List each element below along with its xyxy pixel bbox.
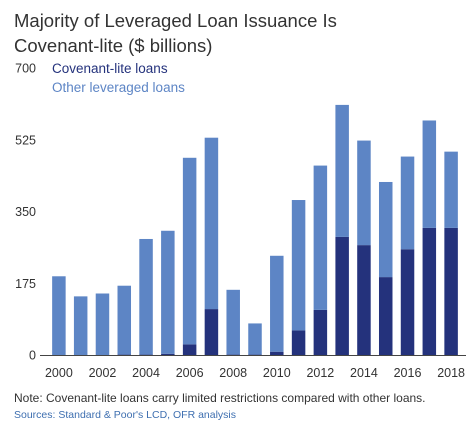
chart-note: Note: Covenant-lite loans carry limited … [14, 391, 426, 405]
bar-other-2009 [248, 323, 262, 355]
bar-other-2017 [422, 120, 437, 228]
y-tick-label-0: 0 [29, 349, 36, 363]
x-tick-label-2014: 2014 [350, 366, 378, 380]
legend-covenant-lite: Covenant-lite loans [52, 61, 168, 76]
bar-covenant-lite-2010 [270, 351, 284, 355]
bar-covenant-lite-2005 [161, 353, 175, 355]
bar-other-2006 [182, 157, 197, 345]
bar-covenant-lite-2014 [357, 245, 371, 355]
bar-covenant-lite-2018 [444, 227, 458, 355]
x-tick-label-2010: 2010 [263, 366, 291, 380]
chart-source: Sources: Standard & Poor's LCD, OFR anal… [14, 409, 237, 421]
bar-other-2018 [444, 151, 458, 228]
bar-covenant-lite-2016 [400, 249, 415, 355]
bar-other-2016 [400, 156, 415, 250]
bar-other-2014 [357, 140, 371, 246]
bar-other-2012 [313, 165, 328, 310]
bar-other-2001 [73, 296, 88, 355]
chart-title-line-2: Covenant-lite ($ billions) [14, 35, 213, 56]
x-tick-label-2004: 2004 [132, 366, 160, 380]
chart-title: Majority of Leveraged Loan Issuance Is C… [14, 8, 464, 58]
chart-title-line-1: Majority of Leveraged Loan Issuance Is [14, 10, 337, 31]
y-tick-label-525: 525 [15, 133, 36, 147]
x-tick-label-2018: 2018 [437, 366, 465, 380]
bar-covenant-lite-2006 [182, 344, 197, 355]
x-tick-label-2012: 2012 [306, 366, 334, 380]
y-tick-label-350: 350 [15, 205, 36, 219]
bar-other-2002 [95, 293, 110, 355]
bar-covenant-lite-2007 [204, 309, 219, 355]
bar-other-2007 [204, 137, 219, 310]
bar-other-2008 [226, 289, 240, 355]
x-tick-label-2002: 2002 [89, 366, 117, 380]
y-axis-ticks: 700 525 350 175 0 [15, 62, 36, 363]
y-tick-label-700: 700 [15, 62, 36, 76]
bar-covenant-lite-2013 [335, 236, 349, 355]
bar-other-2004 [139, 238, 153, 355]
bar-other-2011 [291, 200, 306, 331]
x-tick-label-2016: 2016 [394, 366, 422, 380]
legend-other-leveraged: Other leveraged loans [52, 80, 185, 95]
bar-other-2005 [161, 230, 175, 354]
bar-other-2010 [270, 255, 284, 352]
bar-covenant-lite-2012 [313, 309, 328, 355]
y-tick-label-175: 175 [15, 277, 36, 291]
bar-group [52, 104, 458, 355]
x-tick-label-2006: 2006 [176, 366, 204, 380]
bar-other-2013 [335, 104, 349, 237]
bar-covenant-lite-2017 [422, 227, 437, 355]
bar-covenant-lite-2015 [378, 277, 393, 355]
x-axis-ticks: 2000 2002 2004 2006 2008 2010 2012 2014 2016 2018 [45, 366, 465, 380]
bar-other-2015 [378, 181, 393, 278]
x-tick-label-2008: 2008 [219, 366, 247, 380]
x-tick-label-2000: 2000 [45, 366, 73, 380]
bar-covenant-lite-2011 [291, 330, 306, 355]
bar-other-2000 [52, 276, 66, 355]
bar-other-2003 [117, 285, 132, 355]
